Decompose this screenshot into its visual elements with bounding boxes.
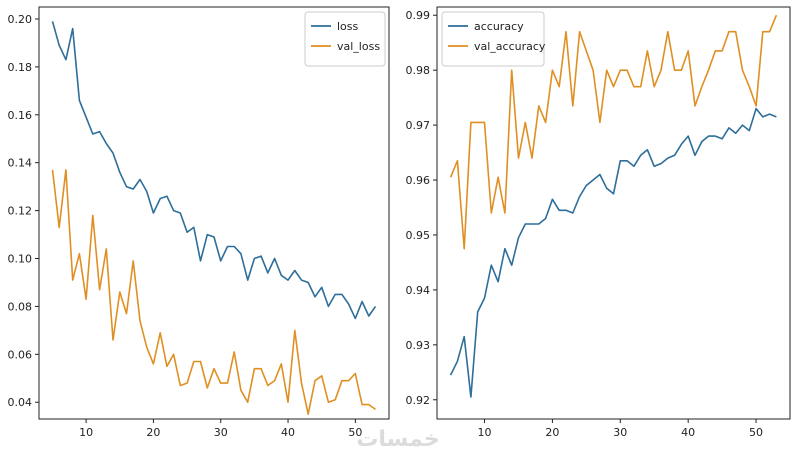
y-tick-label: 0.97 [406,119,431,132]
x-tick-label: 50 [348,426,362,439]
x-tick-label: 10 [79,426,93,439]
y-tick-label: 0.95 [406,229,431,242]
legend: loss val_loss [304,11,386,67]
watermark: خمسات [356,427,439,452]
plot-frame [38,6,390,420]
x-tick-label: 30 [613,426,627,439]
y-tick-label: 0.94 [406,284,431,297]
x-tick-label: 40 [281,426,295,439]
series-line-loss [51,21,377,320]
loss-chart: 0.04 0.06 0.08 0.10 0.12 0.14 0.16 0.18 0.20 10 20… [8,6,390,439]
x-tick-label: 10 [478,426,492,439]
series-line-val-accuracy [449,14,778,250]
legend-label: val_loss [337,40,380,53]
y-tick-label: 0.92 [406,394,431,407]
y-tick-label: 0.06 [8,348,33,361]
legend-label: loss [337,20,359,33]
x-tick-label: 20 [545,426,559,439]
y-tick-label: 0.18 [8,61,33,74]
y-tick-label: 0.99 [406,9,431,22]
y-tick-label: 0.96 [406,174,431,187]
x-tick-label: 40 [681,426,695,439]
y-tick-label: 0.12 [8,205,33,218]
y-tick-label: 0.10 [8,253,33,266]
y-tick-label: 0.04 [8,396,33,409]
legend-label: accuracy [474,20,524,33]
y-tick-label: 0.08 [8,300,33,313]
x-tick-label: 20 [146,426,160,439]
legend-label: val_accuracy [474,40,546,53]
y-tick-label: 0.16 [8,109,33,122]
y-tick-label: 0.20 [8,13,33,26]
y-tick-label: 0.98 [406,64,431,77]
x-tick-label: 30 [214,426,228,439]
series-line-accuracy [449,107,777,398]
plot-frame [436,6,791,420]
series-line-val-loss [51,169,376,416]
y-tick-label: 0.14 [8,157,33,170]
x-tick-label: 50 [749,426,763,439]
y-tick-label: 0.93 [406,339,431,352]
legend: accuracy val_accuracy [441,11,546,67]
accuracy-chart: 0.92 0.93 0.94 0.95 0.96 0.97 0.98 0.99 10 20 30 40… [406,6,791,439]
